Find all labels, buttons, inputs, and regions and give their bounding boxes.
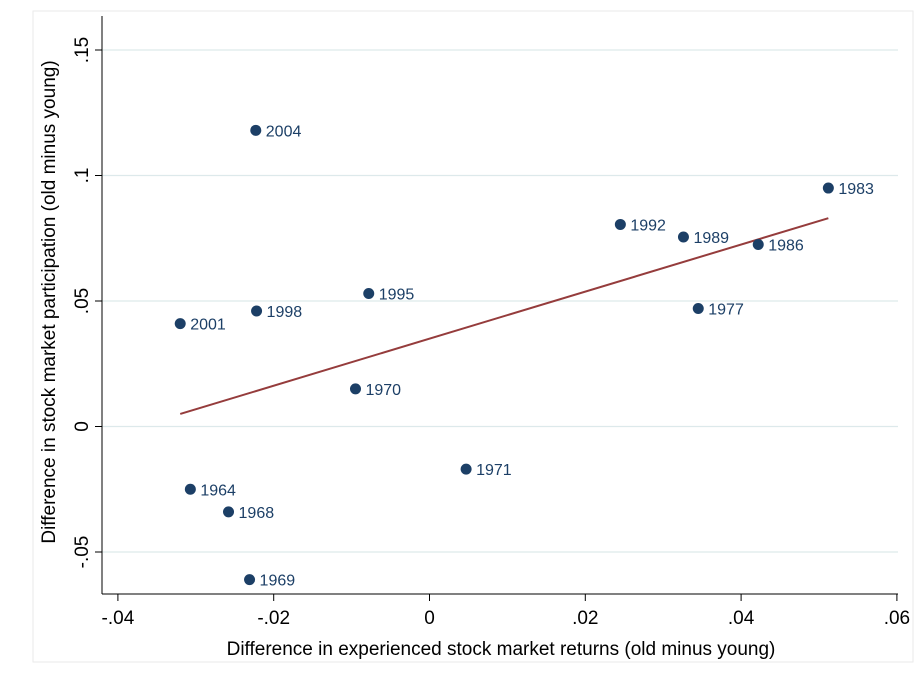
x-tick-label: -.02 (257, 608, 290, 629)
data-point-label: 2004 (266, 123, 302, 140)
axes (101, 16, 898, 595)
x-tick-label: -.04 (102, 608, 135, 629)
data-point (614, 218, 626, 230)
x-tick-label: 0 (424, 608, 435, 629)
data-point-label: 1998 (267, 304, 303, 321)
data-point-label: 1970 (365, 382, 401, 399)
x-tick-label: .06 (884, 608, 910, 629)
data-point-label: 1971 (476, 462, 512, 479)
data-point-label: 1983 (838, 181, 874, 198)
data-point-label: 2001 (190, 317, 226, 334)
data-point (677, 231, 689, 243)
y-tick-label: .05 (72, 288, 93, 314)
data-point-label: 1977 (708, 302, 744, 319)
y-tick-label: .1 (72, 168, 93, 184)
data-point-label: 1992 (630, 217, 666, 234)
data-point (244, 574, 256, 586)
y-tick-label: .15 (72, 37, 93, 63)
data-point-label: 1995 (379, 286, 415, 303)
data-points: 2004 1983 1992 1989 1986 1995 1977 1998 2001 1970… (174, 123, 874, 590)
data-point-label: 1964 (200, 482, 236, 499)
data-point-label: 1989 (693, 230, 729, 247)
data-point (251, 305, 263, 317)
y-tick-label: -.05 (72, 536, 93, 569)
data-point (250, 124, 262, 136)
data-point (184, 483, 196, 495)
x-tick-label: .02 (572, 608, 598, 629)
x-axis-title: Difference in experienced stock market r… (227, 639, 776, 660)
data-point (349, 383, 361, 395)
y-axis-ticks: -.05 0 .05 .1 .15 (72, 37, 102, 569)
data-point-label: 1968 (239, 505, 275, 522)
data-point-label: 1986 (768, 238, 804, 255)
data-point (822, 182, 834, 194)
x-tick-label: .04 (728, 608, 755, 629)
gridlines (102, 49, 898, 553)
data-point-label: 1969 (260, 573, 296, 590)
fit-line-layer (179, 217, 829, 415)
y-tick-label: 0 (72, 421, 93, 432)
fitted-line (179, 217, 829, 415)
data-point (363, 287, 375, 299)
data-point (460, 463, 472, 475)
chart-outer-frame (32, 10, 914, 663)
data-point (223, 506, 235, 518)
data-point (692, 303, 704, 315)
y-axis-title: Difference in stock market participation… (39, 60, 60, 543)
data-point (174, 318, 186, 330)
x-axis-ticks: -.04 -.02 0 .02 .04 .06 (102, 594, 910, 629)
data-point (752, 239, 764, 251)
